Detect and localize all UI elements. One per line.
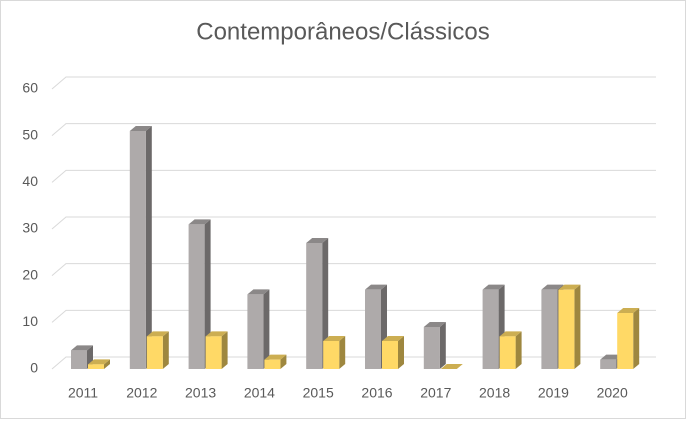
bar-top [617,308,640,313]
bar-side [162,331,169,369]
bar [188,224,205,369]
bar-top [499,331,522,337]
bar [423,327,440,369]
x-tick-label: 2016 [361,385,392,401]
y-tick-label: 40 [22,173,38,189]
x-tick-label: 2013 [185,385,216,401]
bar-top [382,336,404,341]
x-tick-label: 2019 [538,385,569,401]
bar [382,341,398,369]
grid-line [51,169,656,183]
y-tick-label: 60 [22,80,38,96]
bar-top [129,126,152,131]
bar [365,289,381,369]
bar-side [263,289,270,369]
bar-top [482,284,505,290]
bar-side [204,219,211,369]
grid-line [51,216,656,230]
bar-side [439,322,446,369]
bar [264,359,281,369]
x-tick-label: 2014 [244,385,275,401]
bar-top [306,238,329,243]
x-tick-label: 2015 [303,385,334,401]
bar-side [221,331,228,369]
bar [617,313,634,369]
bar-top [558,284,581,290]
grid-line [51,123,656,137]
bar [146,336,163,369]
bar-top [323,336,346,341]
bar-side [322,238,329,369]
bar-top [88,359,110,365]
bar [499,336,516,369]
y-tick-label: 20 [22,266,38,282]
y-tick-label: 30 [22,220,38,236]
bar [71,350,87,369]
y-tick-label: 50 [22,126,38,142]
grid-line [51,76,656,90]
bar-side [145,126,152,369]
bar-side [280,354,287,369]
x-tick-label: 2012 [126,385,157,401]
y-tick-label: 10 [22,313,38,329]
bar [558,289,575,369]
bar-top [188,219,211,225]
bar-top [247,289,270,295]
bar-top [440,364,463,369]
bar-top [423,322,446,327]
bar-top [264,354,287,360]
bar [205,336,222,369]
bar-side [633,308,640,369]
bar [306,243,323,369]
bar-top [71,345,93,351]
grid-line [51,309,656,323]
bar [482,289,499,369]
bar-side [515,331,522,369]
bar [541,289,558,369]
grid-line [51,356,656,370]
bar-top [205,331,228,337]
bar [323,341,340,369]
x-tick-label: 2011 [68,385,98,401]
bar-top [365,284,387,290]
bar [129,131,146,369]
bar-side [574,284,581,369]
grid-line [51,263,656,277]
x-tick-label: 2017 [420,385,451,401]
y-tick-label: 0 [30,360,38,376]
bar [600,359,617,369]
bar-side [398,336,404,369]
bar-side [339,336,346,369]
chart-title: Contemporâneos/Clássicos [196,18,489,45]
bar [88,364,104,369]
x-tick-label: 2020 [597,385,628,401]
bar-top [541,284,564,290]
x-tick-label: 2018 [479,385,510,401]
bar [247,294,264,369]
bar-side [104,359,110,369]
bar-top [600,354,623,360]
bar-top [146,331,169,337]
